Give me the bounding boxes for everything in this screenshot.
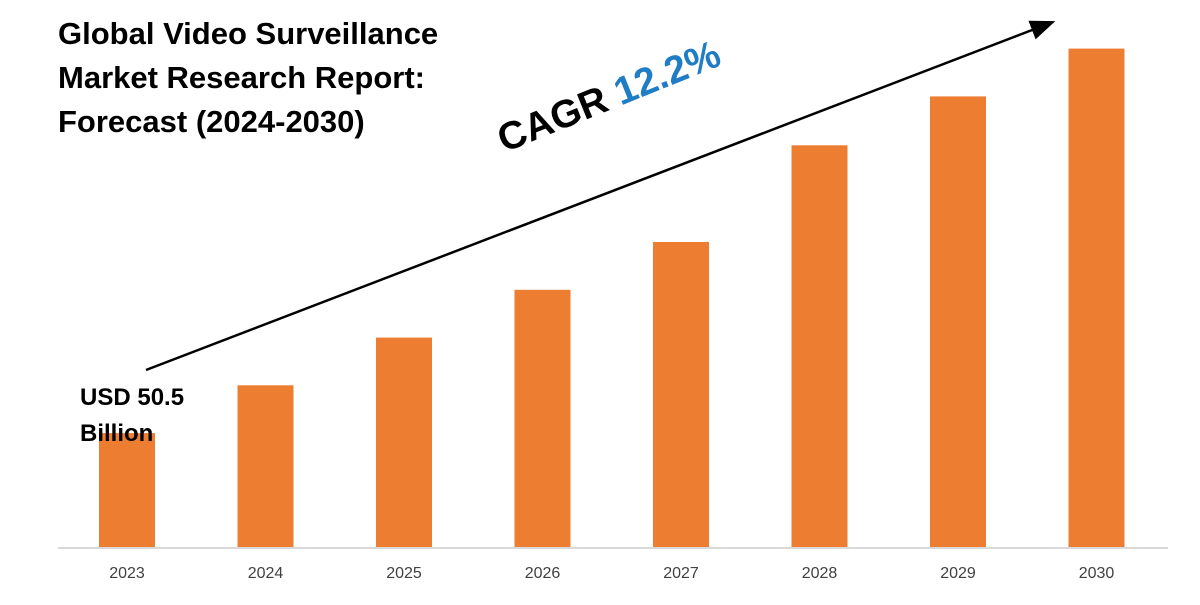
x-tick-label-2030: 2030 [1079, 565, 1115, 582]
x-tick-label-2027: 2027 [663, 565, 699, 582]
start-value-line-2: Billion [80, 420, 154, 447]
start-value-label: USD 50.5 Billion [80, 380, 184, 452]
chart-title-line-1: Global Video Surveillance [58, 16, 439, 51]
x-tick-labels: 2023 2024 2025 2026 2027 2028 2029 2030 [109, 565, 1114, 582]
bar-2025 [376, 337, 432, 548]
bar-2027 [653, 242, 709, 548]
x-tick-label-2024: 2024 [248, 565, 284, 582]
bar-2028 [791, 145, 848, 549]
bar-2024 [237, 385, 294, 548]
x-tick-label-2023: 2023 [109, 565, 145, 582]
chart-title: Global Video Surveillance Market Researc… [58, 12, 498, 144]
x-tick-label-2028: 2028 [802, 565, 838, 582]
start-value-line-1: USD 50.5 [80, 384, 185, 411]
x-tick-label-2026: 2026 [525, 565, 561, 582]
bar-2026 [514, 289, 571, 548]
bar-2029 [930, 96, 986, 549]
x-tick-label-2029: 2029 [940, 565, 976, 582]
bar-2023 [99, 433, 155, 548]
chart-title-line-3: Forecast (2024-2030) [58, 104, 365, 139]
growth-trend-arrow [145, 20, 1056, 372]
bar-2030 [1068, 48, 1125, 548]
x-tick-label-2025: 2025 [386, 565, 422, 582]
chart-title-line-2: Market Research Report: [58, 60, 425, 95]
bars-layer [99, 48, 1125, 549]
